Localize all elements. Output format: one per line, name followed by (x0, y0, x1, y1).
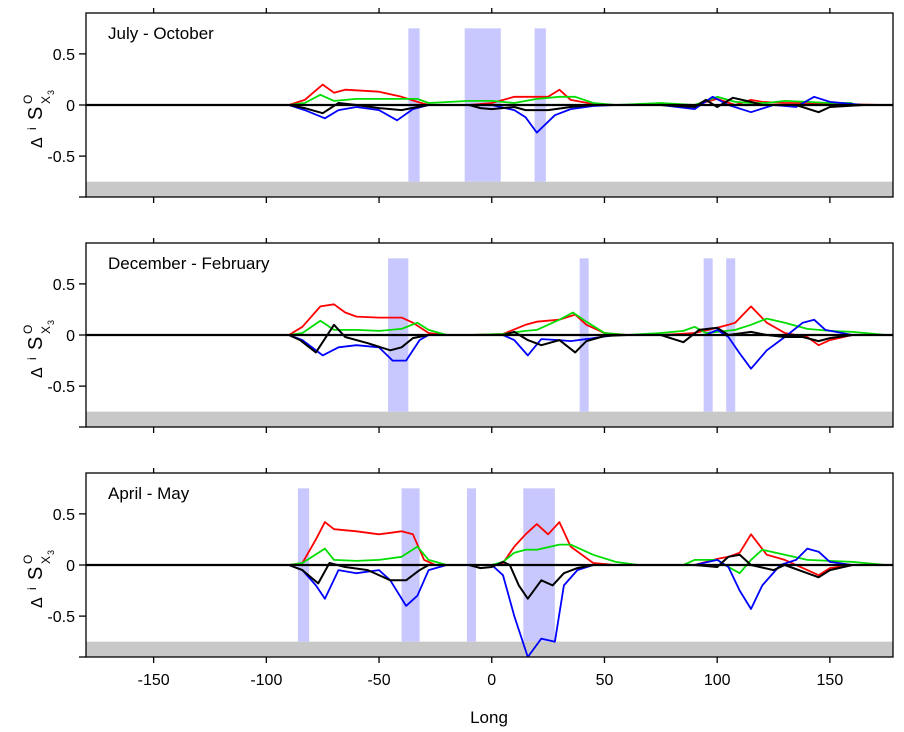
y-axis-label-part: 3 (46, 320, 56, 325)
y-axis-label-part: X (39, 326, 53, 334)
y-axis-label-part: i (25, 127, 39, 130)
plot-area (86, 28, 893, 197)
panel-3: -0.5 0 0.5 April - May Δi SO X3 -150 -100 -50 0 50 1… (21, 468, 894, 689)
y-tick-label: 0 (66, 558, 75, 575)
floor-band (86, 181, 893, 197)
x-axis-label: Long (470, 708, 508, 727)
floor-band (86, 411, 893, 427)
panel-title: April - May (108, 484, 190, 503)
y-tick-label: 0 (66, 328, 75, 345)
series-line-blue (90, 547, 853, 657)
series-line-red (90, 521, 853, 577)
y-tick-label: 0.5 (53, 277, 75, 294)
y-tick-label: 0.5 (53, 47, 75, 64)
y-axis-label-part: 3 (46, 90, 56, 95)
y-tick-label: -0.5 (47, 149, 75, 166)
panel-2: -0.5 0 0.5 December - February Δi SO X3 (21, 238, 894, 433)
series-line-red (90, 303, 853, 347)
plot-area (86, 258, 893, 427)
y-axis-label-part: Δ (29, 597, 46, 608)
series-line-green (90, 93, 853, 106)
x-tick-label: 50 (596, 672, 614, 689)
y-axis-label-part: i (25, 357, 39, 360)
y-axis-label-part: O (21, 555, 35, 564)
y-axis-label-part: O (21, 95, 35, 104)
y-axis-label: Δi SO X3 (21, 550, 56, 608)
x-tick-label: -100 (250, 672, 282, 689)
x-tick-label: -150 (138, 672, 170, 689)
y-axis-label-part: S (25, 567, 47, 580)
y-tick-label: 0 (66, 98, 75, 115)
series-line-red (90, 83, 887, 106)
plot-area (86, 488, 893, 657)
panel-title: July - October (108, 24, 214, 43)
y-axis-label: Δi SO X3 (21, 90, 56, 148)
y-axis-label-part: 3 (46, 550, 56, 555)
series-line-blue (90, 95, 864, 134)
x-tick-label: -50 (367, 672, 390, 689)
x-tick-label: 0 (487, 672, 496, 689)
y-axis-label-part: S (25, 337, 47, 350)
series-line-green (90, 543, 887, 575)
series-line-black (90, 553, 887, 600)
y-axis-label-part: Δ (29, 137, 46, 148)
y-axis-label: Δi SO X3 (21, 320, 56, 378)
series-line-black (90, 323, 887, 354)
x-tick-label: 100 (704, 672, 731, 689)
series-line-green (90, 311, 887, 336)
y-axis-label-part: Δ (29, 367, 46, 378)
y-axis-label-part: X (39, 96, 53, 104)
y-tick-label: 0.5 (53, 507, 75, 524)
y-axis-label-part: O (21, 325, 35, 334)
panel-1: -0.5 0 0.5 July - October Δi SO X3 (21, 8, 894, 203)
x-tick-label: 150 (817, 672, 844, 689)
y-axis-label-part: S (25, 107, 47, 120)
y-axis-label-part: i (25, 587, 39, 590)
y-tick-label: -0.5 (47, 379, 75, 396)
floor-band (86, 641, 893, 657)
y-axis-label-part: X (39, 556, 53, 564)
y-tick-label: -0.5 (47, 609, 75, 626)
panel-title: December - February (108, 254, 270, 273)
series-line-blue (90, 318, 853, 370)
